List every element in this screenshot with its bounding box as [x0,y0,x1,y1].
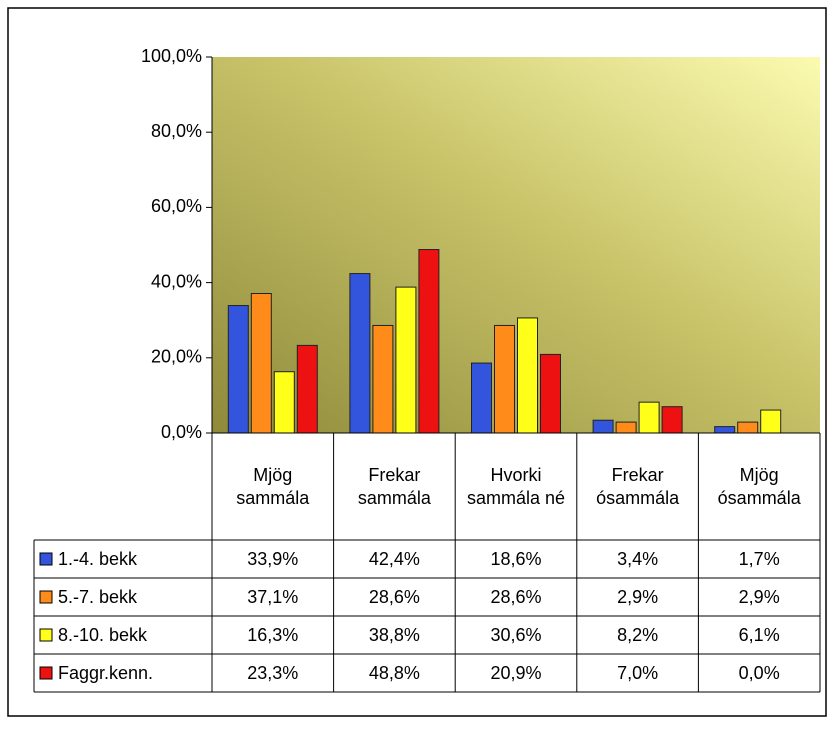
table-value: 0,0% [739,663,780,683]
x-tick-label: Hvorki sammála né [466,464,565,508]
bar [540,353,561,434]
legend-swatch [39,628,53,642]
bar [737,421,759,434]
y-tick-label: 80,0% [151,121,202,141]
y-tick-label: 0,0% [161,422,202,442]
legend-swatch [39,666,53,680]
bar [592,419,614,434]
bar [372,324,394,434]
legend-swatch [39,590,53,604]
table-value: 20,9% [490,663,541,683]
bar [227,305,249,434]
table-value: 2,9% [739,587,780,607]
y-tick-label: 100,0% [141,46,202,66]
x-tick-label: Mjög ósammála [717,464,801,508]
table-value: 28,6% [369,587,420,607]
x-tick-label: Frekar sammála [357,464,431,508]
category-cell: Mjög sammála [236,464,310,508]
table-value: 2,9% [617,587,658,607]
table-value: 37,1% [247,587,298,607]
table-value: 18,6% [490,549,541,569]
table-value: 1,7% [739,549,780,569]
table-value: 7,0% [617,663,658,683]
table-value: 28,6% [490,587,541,607]
table-value: 30,6% [490,625,541,645]
x-tick-label: Mjög sammála [236,464,310,508]
y-tick-label: 40,0% [151,271,202,291]
y-tick-label: 20,0% [151,347,202,367]
table-value: 6,1% [739,625,780,645]
table-value: 42,4% [369,549,420,569]
category-cell: Mjög ósammála [717,464,801,508]
table-value: 48,8% [369,663,420,683]
bar [273,371,295,434]
bar [615,421,637,434]
table-value: 33,9% [247,549,298,569]
bar [296,344,318,434]
legend-label: 8.-10. bekk [58,625,148,645]
legend-swatch [39,552,53,566]
bar [760,409,782,434]
y-tick-label: 60,0% [151,196,202,216]
table-value: 16,3% [247,625,298,645]
table-value: 8,2% [617,625,658,645]
bar [250,293,272,434]
legend-label: Faggr.kenn. [58,663,153,683]
bar [638,401,660,434]
table-value: 3,4% [617,549,658,569]
legend-label: 1.-4. bekk [58,549,138,569]
category-cell: Hvorki sammála né [466,464,565,508]
legend-label: 5.-7. bekk [58,587,138,607]
bar [661,406,683,434]
bar [714,426,736,434]
x-tick-label: Frekar ósammála [596,464,680,508]
table-value: 38,8% [369,625,420,645]
bar [471,362,492,434]
table-value: 23,3% [247,663,298,683]
category-cell: Frekar ósammála [596,464,680,508]
bar [494,324,515,434]
bar [418,249,440,434]
bar [517,317,538,434]
bar [395,286,417,434]
category-cell: Frekar sammála [357,464,431,508]
bar [349,273,371,434]
